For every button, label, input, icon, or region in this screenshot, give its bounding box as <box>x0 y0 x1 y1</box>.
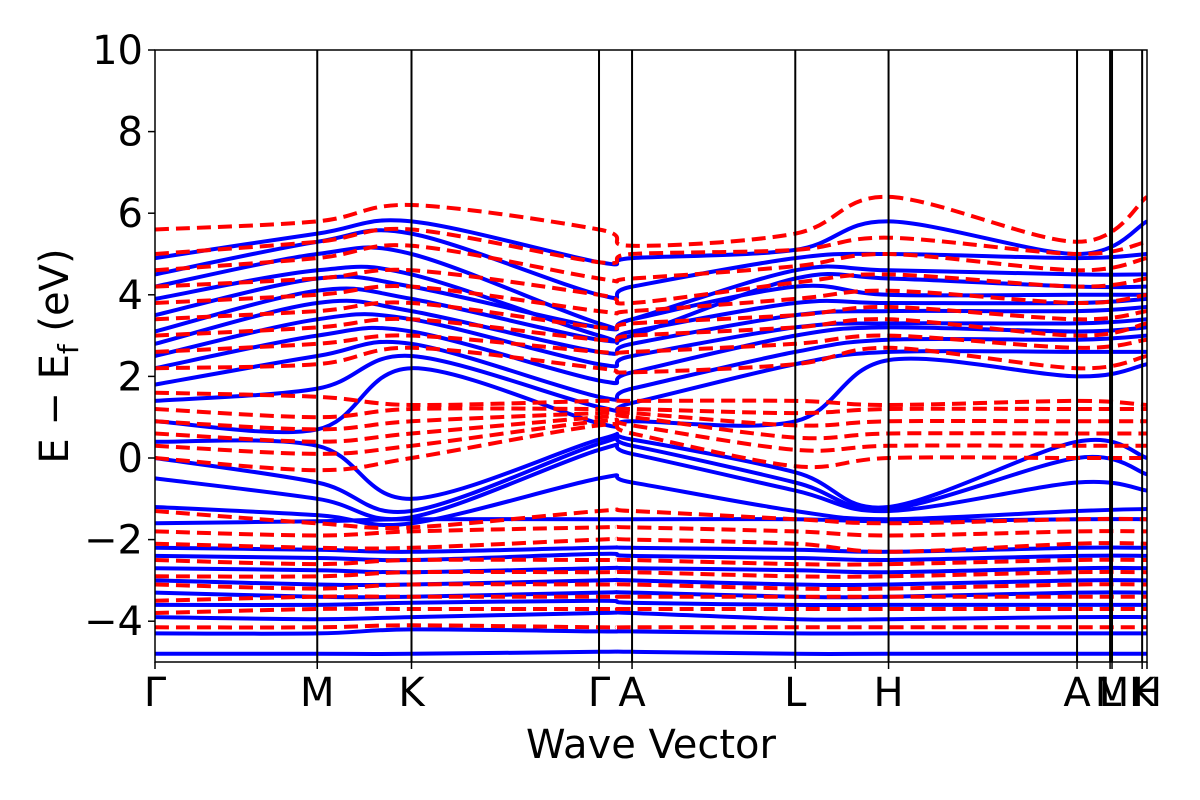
x-tick-label: M <box>300 670 335 716</box>
x-tick-label: K <box>398 670 426 716</box>
dashed-band-line <box>155 390 1147 408</box>
dashed-band-line <box>155 417 1147 456</box>
x-tick-label: A <box>618 670 646 716</box>
solid-band-line <box>155 610 1147 622</box>
y-axis-label-subscript: f <box>52 343 85 354</box>
y-tick-label: −2 <box>84 518 143 564</box>
dashed-band-line <box>155 536 1147 554</box>
y-axis-label-unit: (eV) <box>32 248 78 344</box>
dashed-band-line <box>155 284 1147 316</box>
solid-band-line <box>155 649 1147 656</box>
solid-band-line <box>155 333 1147 402</box>
spin-down-bands <box>155 194 1147 630</box>
bands-layer <box>155 194 1147 656</box>
y-axis-label: E − Ef (eV) <box>32 248 85 463</box>
y-tick-label: 4 <box>118 273 143 319</box>
x-tick-label: Γ <box>588 670 611 716</box>
dashed-band-line <box>155 345 1147 375</box>
dashed-band-line <box>155 409 1147 432</box>
dashed-band-line <box>155 412 1147 444</box>
y-tick-label: 0 <box>118 436 143 482</box>
x-tick-label: L <box>784 670 807 716</box>
y-tick-label: −4 <box>84 599 143 645</box>
dashed-band-line <box>155 300 1147 331</box>
dashed-band-line <box>155 194 1147 248</box>
x-tick-label: K <box>1129 670 1157 716</box>
x-tick-label: H <box>1132 670 1162 716</box>
plot-frame <box>154 49 1148 663</box>
dashed-band-line <box>155 594 1147 603</box>
solid-band-line <box>155 598 1147 608</box>
dashed-band-line <box>155 316 1147 343</box>
dashed-band-line <box>155 557 1147 567</box>
kpoint-lines <box>316 50 1144 662</box>
x-tick-label: L <box>1099 670 1122 716</box>
x-axis-ticks: Γ M K Γ A L H A LM KH <box>144 662 1162 716</box>
y-tick-label: 6 <box>118 191 143 237</box>
solid-band-line <box>155 627 1147 636</box>
solid-band-line <box>155 435 1147 514</box>
dashed-band-line <box>155 524 1147 538</box>
solid-band-line <box>155 442 1147 522</box>
y-tick-label: 8 <box>118 110 143 156</box>
dashed-band-line <box>155 406 1147 420</box>
x-tick-label: H <box>874 670 904 716</box>
dashed-band-line <box>155 507 1147 531</box>
dashed-band-line <box>155 243 1147 284</box>
dashed-band-line <box>155 623 1147 630</box>
solid-band-line <box>155 228 1147 301</box>
solid-band-line <box>155 349 1147 414</box>
y-axis-ticks: −4 −2 0 2 4 6 8 10 <box>84 28 155 645</box>
y-tick-label: 10 <box>92 28 143 74</box>
dashed-band-line <box>155 569 1147 579</box>
y-axis-label-main: E − E <box>32 354 78 464</box>
x-axis-label: Wave Vector <box>526 722 777 768</box>
x-tick-label: A <box>1063 670 1091 716</box>
dashed-band-line <box>155 333 1147 356</box>
x-tick-label: M <box>1095 670 1130 716</box>
y-tick-label: 2 <box>118 354 143 400</box>
solid-band-line <box>155 473 1147 528</box>
x-tick-label: Γ <box>144 670 167 716</box>
solid-band-line <box>155 325 1147 386</box>
